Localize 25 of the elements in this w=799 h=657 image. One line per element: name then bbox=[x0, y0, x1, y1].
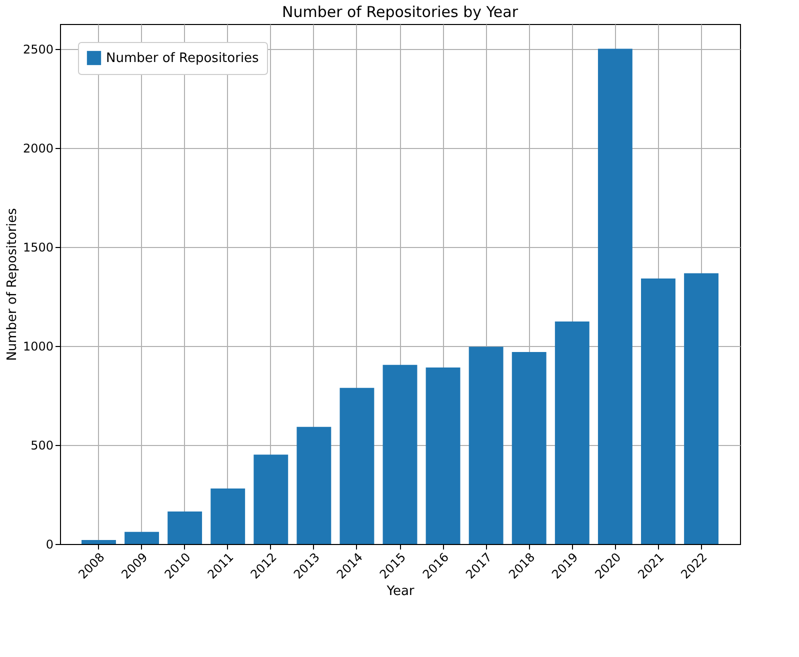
y-tick-label: 500 bbox=[30, 438, 54, 452]
y-axis-title: Number of Repositories bbox=[4, 208, 20, 361]
bar bbox=[382, 364, 418, 544]
legend-label: Number of Repositories bbox=[106, 51, 260, 66]
bar bbox=[641, 278, 676, 544]
bar bbox=[210, 488, 246, 544]
bar bbox=[296, 426, 332, 544]
bar bbox=[254, 454, 288, 544]
bar bbox=[598, 48, 632, 544]
bar bbox=[124, 532, 159, 544]
bar bbox=[554, 322, 590, 544]
bar bbox=[340, 388, 374, 544]
y-tick-label: 2000 bbox=[22, 141, 54, 156]
bar bbox=[684, 273, 718, 544]
y-tick-label: 0 bbox=[46, 538, 54, 552]
y-tick-label: 1000 bbox=[22, 339, 54, 354]
bar bbox=[468, 346, 504, 544]
bar bbox=[168, 512, 202, 544]
bar bbox=[512, 352, 546, 544]
y-tick-label: 1500 bbox=[22, 240, 54, 254]
bar bbox=[426, 367, 460, 544]
chart-title: Number of Repositories by Year bbox=[282, 3, 519, 21]
y-tick-label: 2500 bbox=[22, 42, 54, 56]
bar bbox=[82, 540, 116, 544]
x-axis-title: Year bbox=[386, 584, 415, 599]
